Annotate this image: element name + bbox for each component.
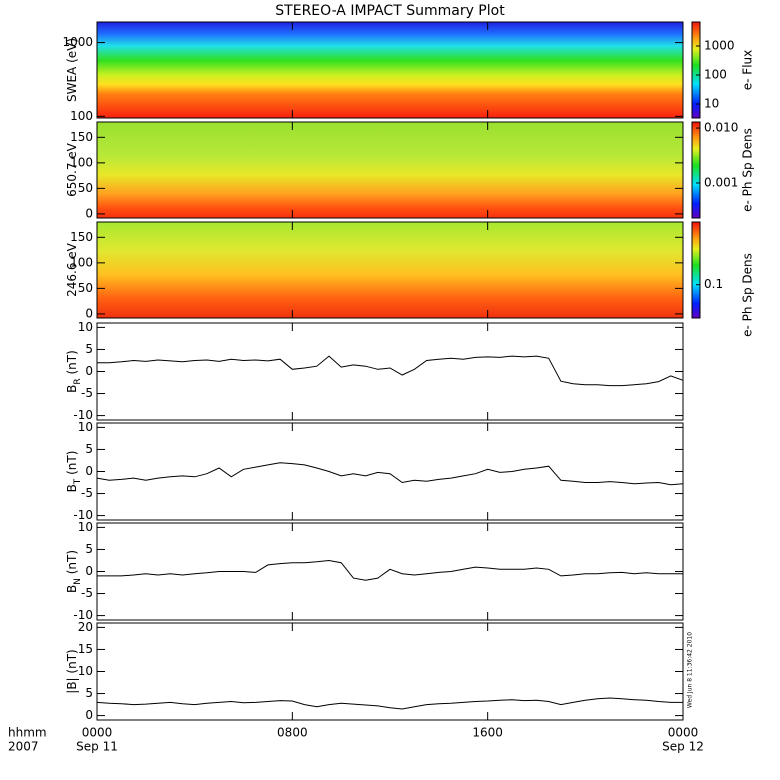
panel-frame bbox=[96, 522, 684, 621]
data-line bbox=[97, 559, 683, 581]
y-axis-label-part: (nT) bbox=[65, 550, 79, 578]
data-line bbox=[97, 355, 684, 387]
data-line bbox=[96, 697, 683, 710]
y-tick-label: 50 bbox=[78, 281, 93, 295]
y-axis-label-part: T bbox=[73, 478, 83, 485]
y-axis-label: BT (nT) bbox=[65, 451, 83, 493]
y-tick-label: 0 bbox=[85, 206, 93, 220]
y-axis-label-part: R bbox=[73, 378, 83, 384]
colorbar bbox=[691, 121, 701, 219]
y-axis-label-part: 246.6 eV bbox=[65, 242, 79, 297]
y-tick-label: 10 bbox=[78, 320, 93, 334]
y-tick-label: 0 bbox=[85, 564, 93, 578]
data-line bbox=[96, 462, 684, 486]
y-axis-label-part: |B| (nT) bbox=[65, 649, 79, 693]
colorbar bbox=[691, 21, 701, 119]
y-axis-label-part: N bbox=[73, 578, 83, 585]
y-tick-label: 0 bbox=[85, 464, 93, 478]
y-axis-label: |B| (nT) bbox=[65, 649, 79, 693]
y-axis-label: BR (nT) bbox=[65, 350, 83, 393]
panel-frame bbox=[96, 422, 684, 521]
y-tick-label: 50 bbox=[78, 181, 93, 195]
y-axis-label-part: B bbox=[65, 484, 79, 492]
colorbar-tick-label: 10 bbox=[704, 97, 719, 111]
spectrogram bbox=[97, 122, 683, 218]
y-tick-label: -10 bbox=[73, 408, 93, 422]
y-axis-label-part: (nT) bbox=[65, 350, 79, 378]
x-date-label: Sep 11 bbox=[76, 740, 118, 754]
x-tick-label: 1600 bbox=[472, 726, 503, 740]
colorbar-label: e- Flux bbox=[741, 50, 755, 90]
y-axis-label: 650.7 eV bbox=[65, 142, 79, 197]
y-axis-label: SWEA (eV) bbox=[65, 38, 79, 102]
spectrogram bbox=[97, 22, 683, 118]
y-tick-label: -5 bbox=[81, 386, 93, 400]
x-tick-label: 0000 bbox=[668, 726, 699, 740]
y-tick-label: 150 bbox=[70, 130, 93, 144]
panel-frame bbox=[96, 622, 684, 721]
y-tick-label: 5 bbox=[85, 686, 93, 700]
spectrogram bbox=[97, 222, 683, 318]
x-tick-label: 0000 bbox=[82, 726, 113, 740]
colorbar bbox=[691, 221, 701, 319]
y-tick-label: 0 bbox=[85, 708, 93, 722]
y-tick-label: 10 bbox=[78, 664, 93, 678]
y-axis-label: BN (nT) bbox=[65, 550, 83, 593]
y-tick-label: 5 bbox=[85, 542, 93, 556]
y-tick-label: 0 bbox=[85, 364, 93, 378]
y-tick-label: 0 bbox=[85, 306, 93, 320]
y-axis-label: 246.6 eV bbox=[65, 242, 79, 297]
y-tick-label: 5 bbox=[85, 442, 93, 456]
colorbar-label: e- Ph Sp Dens bbox=[741, 253, 755, 337]
y-tick-label: 10 bbox=[78, 420, 93, 434]
y-axis-label-part: B bbox=[65, 385, 79, 393]
y-tick-label: -5 bbox=[81, 486, 93, 500]
y-tick-label: 15 bbox=[78, 642, 93, 656]
y-axis-label-part: 650.7 eV bbox=[65, 142, 79, 197]
x-tick-label: 0800 bbox=[277, 726, 308, 740]
y-tick-label: 5 bbox=[85, 342, 93, 356]
y-tick-label: 150 bbox=[70, 230, 93, 244]
y-tick-label: 20 bbox=[78, 620, 93, 634]
chart-title: STEREO-A IMPACT Summary Plot bbox=[275, 3, 505, 19]
y-tick-label: 100 bbox=[70, 109, 93, 123]
y-axis-label-part: (nT) bbox=[65, 451, 79, 479]
x-axis-label: hhmm bbox=[8, 726, 47, 740]
colorbar-tick-label: 100 bbox=[704, 68, 727, 82]
y-tick-label: 100 bbox=[70, 255, 93, 269]
y-tick-label: -10 bbox=[73, 508, 93, 522]
y-axis-label-part: SWEA (eV) bbox=[65, 38, 79, 102]
y-tick-label: -5 bbox=[81, 586, 93, 600]
colorbar-tick-label: 0.010 bbox=[704, 121, 738, 135]
timestamp: Wed Jun 8 11:36:42 2010 bbox=[687, 632, 694, 708]
y-tick-label: 100 bbox=[70, 155, 93, 169]
colorbar-tick-label: 0.1 bbox=[704, 277, 723, 291]
panel-frame bbox=[96, 221, 684, 319]
y-tick-label: 1000 bbox=[62, 35, 93, 49]
panel-frame bbox=[96, 21, 684, 119]
y-tick-label: 10 bbox=[78, 520, 93, 534]
colorbar-tick-label: 0.001 bbox=[704, 175, 738, 189]
panel-frame bbox=[96, 322, 684, 421]
panel-frame bbox=[96, 121, 684, 219]
colorbar-label: e- Ph Sp Dens bbox=[741, 128, 755, 212]
colorbar-tick-label: 1000 bbox=[704, 38, 735, 52]
x-date-label: Sep 12 bbox=[662, 740, 704, 754]
y-tick-label: -10 bbox=[73, 608, 93, 622]
x-axis-label: 2007 bbox=[8, 740, 39, 754]
y-axis-label-part: B bbox=[65, 585, 79, 593]
